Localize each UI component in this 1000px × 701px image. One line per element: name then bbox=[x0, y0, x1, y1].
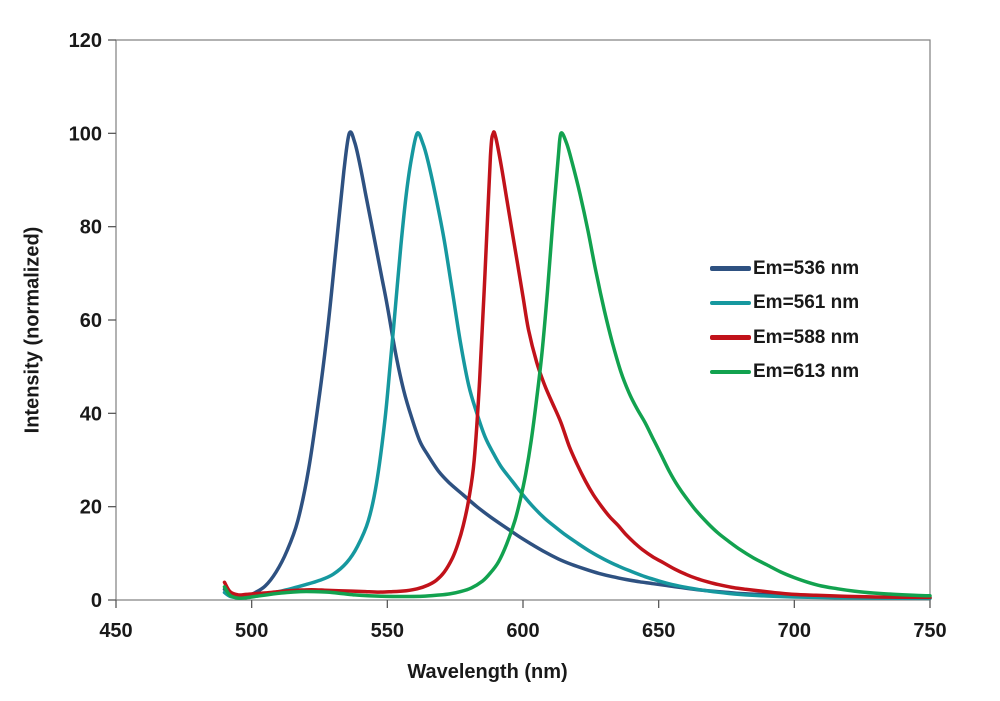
legend-label: Em=561 nm bbox=[753, 292, 860, 314]
x-axis-title: Wavelength (nm) bbox=[407, 661, 568, 683]
y-tick-label: 100 bbox=[69, 123, 102, 145]
series-line-2 bbox=[222, 130, 932, 600]
x-tick-label: 650 bbox=[642, 620, 675, 642]
x-tick-label: 750 bbox=[913, 620, 946, 642]
x-tick-label: 450 bbox=[99, 620, 132, 642]
x-tick-label: 550 bbox=[371, 620, 404, 642]
y-tick-label: 20 bbox=[80, 497, 102, 519]
legend-label: Em=613 nm bbox=[753, 361, 860, 383]
legend-item: Em=561 nm bbox=[710, 286, 859, 321]
legend-item: Em=588 nm bbox=[710, 320, 859, 355]
series-line-3 bbox=[222, 131, 932, 601]
legend-item: Em=613 nm bbox=[710, 355, 859, 390]
y-tick-label: 40 bbox=[80, 403, 102, 425]
y-tick-label: 60 bbox=[80, 310, 102, 332]
legend-label: Em=588 nm bbox=[753, 326, 860, 348]
legend-line-swatch bbox=[710, 335, 751, 340]
x-tick-label: 600 bbox=[506, 620, 539, 642]
x-tick-label: 700 bbox=[778, 620, 811, 642]
y-tick-label: 0 bbox=[91, 590, 102, 612]
legend-line-swatch bbox=[710, 369, 751, 374]
legend-line-swatch bbox=[710, 266, 751, 271]
legend: Em=536 nm Em=561 nm Em=588 nm Em=613 nm bbox=[710, 251, 859, 389]
series-line-1 bbox=[222, 131, 932, 601]
y-tick-label: 120 bbox=[69, 30, 102, 52]
x-tick-label: 500 bbox=[235, 620, 268, 642]
legend-item: Em=536 nm bbox=[710, 251, 859, 286]
y-tick-label: 80 bbox=[80, 217, 102, 239]
legend-label: Em=536 nm bbox=[753, 257, 860, 279]
y-axis-title: Intensity (normalized) bbox=[21, 226, 44, 434]
legend-line-swatch bbox=[710, 300, 751, 305]
